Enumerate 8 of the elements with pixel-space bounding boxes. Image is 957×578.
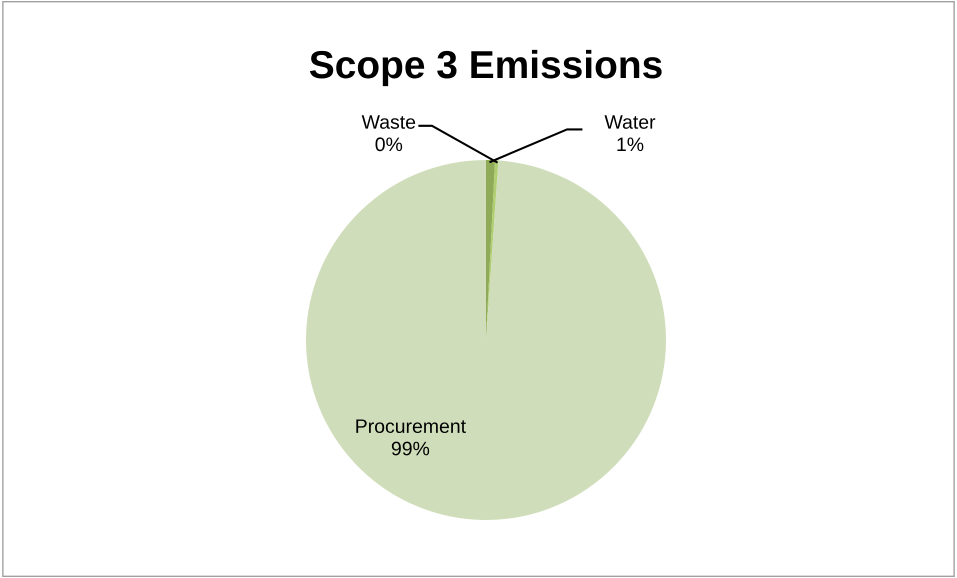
- slice-label: Procurement: [356, 419, 466, 434]
- data-label: 99%: [392, 442, 430, 456]
- chart-title: Scope 3 Emissions: [310, 50, 662, 86]
- data-label: 0%: [376, 137, 402, 152]
- slice-label: Waste: [362, 115, 416, 129]
- slice-label: Water: [604, 115, 656, 129]
- data-label: 1%: [617, 138, 644, 152]
- pie-slice: [306, 160, 666, 520]
